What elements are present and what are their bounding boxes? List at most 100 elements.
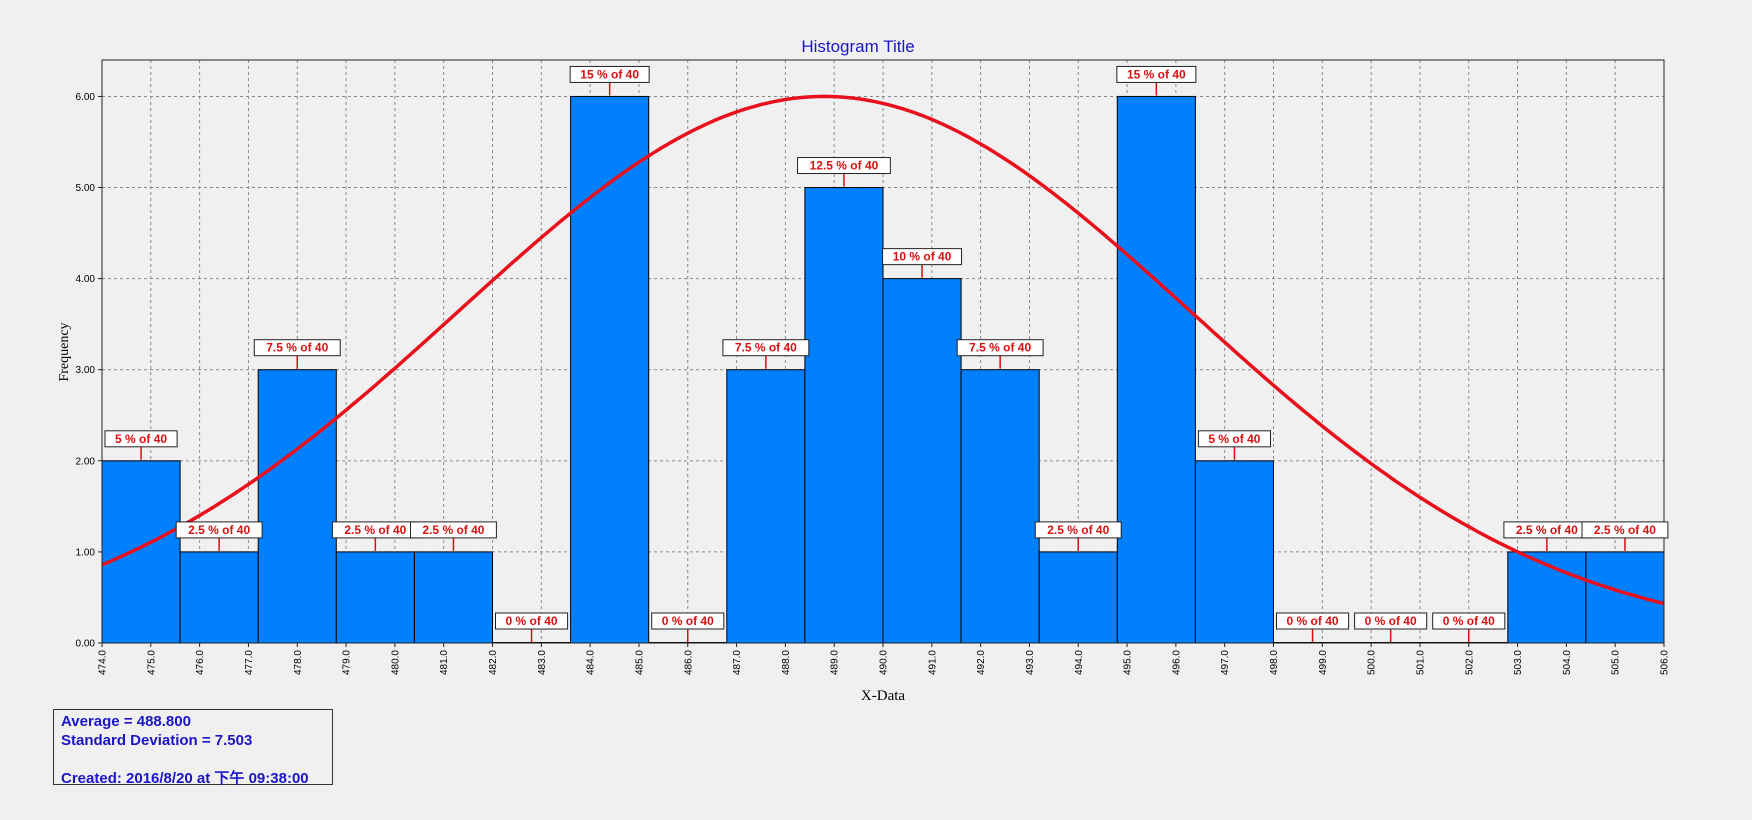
x-tick-label: 480.0 bbox=[390, 650, 401, 675]
histogram-bar bbox=[1585, 551, 1665, 644]
x-tick-label: 487.0 bbox=[732, 650, 743, 675]
x-tick-label: 486.0 bbox=[683, 650, 694, 675]
histogram-bar bbox=[1194, 460, 1275, 644]
histogram-bar bbox=[101, 460, 181, 644]
x-tick-label: 484.0 bbox=[586, 650, 597, 675]
created-text: Created: 2016/8/20 at 下午 09:38:00 bbox=[61, 770, 309, 787]
data-label-box bbox=[651, 612, 725, 630]
data-label-box bbox=[569, 65, 650, 83]
x-tick-label: 499.0 bbox=[1318, 650, 1329, 675]
data-label-box bbox=[253, 339, 341, 357]
histogram-bar bbox=[1507, 551, 1587, 644]
data-label: 2.5 % of 40 bbox=[188, 523, 250, 537]
data-label-box bbox=[1581, 521, 1669, 539]
chart-title: Histogram Title bbox=[801, 37, 914, 56]
x-tick-label: 502.0 bbox=[1464, 650, 1475, 675]
data-label-box bbox=[722, 339, 810, 357]
y-axis-label: Frequency bbox=[57, 322, 72, 381]
x-tick-label: 478.0 bbox=[293, 650, 304, 675]
y-tick-label: 1.00 bbox=[76, 547, 96, 558]
x-tick-label: 498.0 bbox=[1269, 650, 1280, 675]
data-label: 0 % of 40 bbox=[1365, 614, 1417, 628]
histogram-bar bbox=[413, 551, 493, 644]
data-label-box bbox=[410, 521, 497, 539]
data-label-box bbox=[1354, 612, 1428, 630]
x-tick-label: 489.0 bbox=[830, 650, 841, 675]
average-text: Average = 488.800 bbox=[61, 713, 191, 730]
data-label: 7.5 % of 40 bbox=[969, 341, 1031, 355]
x-tick-label: 477.0 bbox=[244, 650, 255, 675]
x-tick-label: 479.0 bbox=[342, 650, 353, 675]
data-label-box bbox=[104, 430, 178, 448]
x-tick-label: 493.0 bbox=[1025, 650, 1036, 675]
histogram-bar bbox=[1116, 95, 1196, 644]
histogram-bar bbox=[882, 278, 962, 644]
x-tick-label: 506.0 bbox=[1660, 650, 1671, 675]
x-tick-label: 495.0 bbox=[1123, 650, 1134, 675]
x-tick-label: 492.0 bbox=[976, 650, 987, 675]
data-label-box bbox=[1116, 65, 1197, 83]
data-label: 5 % of 40 bbox=[115, 432, 167, 446]
x-tick-label: 490.0 bbox=[879, 650, 890, 675]
data-label: 2.5 % of 40 bbox=[422, 523, 484, 537]
data-label: 2.5 % of 40 bbox=[1047, 523, 1109, 537]
x-tick-label: 491.0 bbox=[927, 650, 938, 675]
data-label: 0 % of 40 bbox=[506, 614, 558, 628]
x-tick-label: 494.0 bbox=[1074, 650, 1085, 675]
data-label-box bbox=[175, 521, 263, 539]
data-label: 2.5 % of 40 bbox=[1594, 523, 1656, 537]
data-label-box bbox=[956, 339, 1044, 357]
data-label-box bbox=[1432, 612, 1506, 630]
plot-area: 0.00 1.00 2.00 3.00 4.00 5.00 6.00 474.0 475.0 47… bbox=[76, 59, 1671, 675]
x-tick-label: 496.0 bbox=[1171, 650, 1182, 675]
data-label-box bbox=[1034, 521, 1122, 539]
histogram-bar bbox=[179, 551, 259, 644]
data-label: 10 % of 40 bbox=[893, 250, 952, 264]
x-tick-label: 476.0 bbox=[195, 650, 206, 675]
y-tick-label: 6.00 bbox=[76, 92, 96, 103]
y-tick-label: 0.00 bbox=[76, 639, 96, 650]
y-tick-label: 3.00 bbox=[76, 365, 96, 376]
x-tick-label: 505.0 bbox=[1611, 650, 1622, 675]
data-label-box bbox=[1276, 612, 1350, 630]
data-label-box bbox=[1197, 430, 1272, 448]
data-label: 12.5 % of 40 bbox=[810, 159, 879, 173]
y-tick-label: 4.00 bbox=[76, 274, 96, 285]
normal-curve bbox=[101, 94, 1665, 606]
data-label: 15 % of 40 bbox=[1127, 67, 1186, 81]
histogram-bar bbox=[960, 369, 1040, 644]
histogram-bar bbox=[726, 369, 806, 644]
data-label: 2.5 % of 40 bbox=[1516, 523, 1578, 537]
x-tick-label: 474.0 bbox=[98, 650, 109, 675]
y-tick-label: 2.00 bbox=[76, 456, 96, 467]
x-tick-label: 485.0 bbox=[634, 650, 645, 675]
x-tick-label: 488.0 bbox=[781, 650, 792, 675]
data-label: 7.5 % of 40 bbox=[266, 341, 328, 355]
x-tick-label: 503.0 bbox=[1513, 650, 1524, 675]
data-label-box bbox=[495, 612, 569, 630]
statistics-box: Average = 488.800 Standard Deviation = 7… bbox=[53, 709, 333, 787]
data-label: 15 % of 40 bbox=[580, 67, 639, 81]
x-tick-label: 504.0 bbox=[1562, 650, 1573, 675]
x-axis-label: X-Data bbox=[861, 688, 905, 704]
histogram-bar bbox=[570, 95, 650, 644]
x-tick-label: 481.0 bbox=[439, 650, 450, 675]
data-label-box bbox=[797, 157, 891, 175]
x-tick-label: 501.0 bbox=[1415, 650, 1426, 675]
histogram-bar bbox=[335, 551, 415, 644]
x-tick-label: 497.0 bbox=[1220, 650, 1231, 675]
x-tick-label: 475.0 bbox=[146, 650, 157, 675]
data-label: 2.5 % of 40 bbox=[344, 523, 406, 537]
y-tick-label: 5.00 bbox=[76, 183, 96, 194]
data-label-box bbox=[882, 248, 963, 266]
x-tick-label: 482.0 bbox=[488, 650, 499, 675]
std-dev-text: Standard Deviation = 7.503 bbox=[61, 732, 253, 749]
histogram-bar bbox=[257, 369, 337, 644]
histogram-bar bbox=[1038, 551, 1118, 644]
x-tick-label: 500.0 bbox=[1367, 650, 1378, 675]
histogram-bar bbox=[804, 187, 884, 644]
data-label: 0 % of 40 bbox=[1287, 614, 1339, 628]
data-label: 5 % of 40 bbox=[1208, 432, 1260, 446]
data-label: 0 % of 40 bbox=[1443, 614, 1495, 628]
